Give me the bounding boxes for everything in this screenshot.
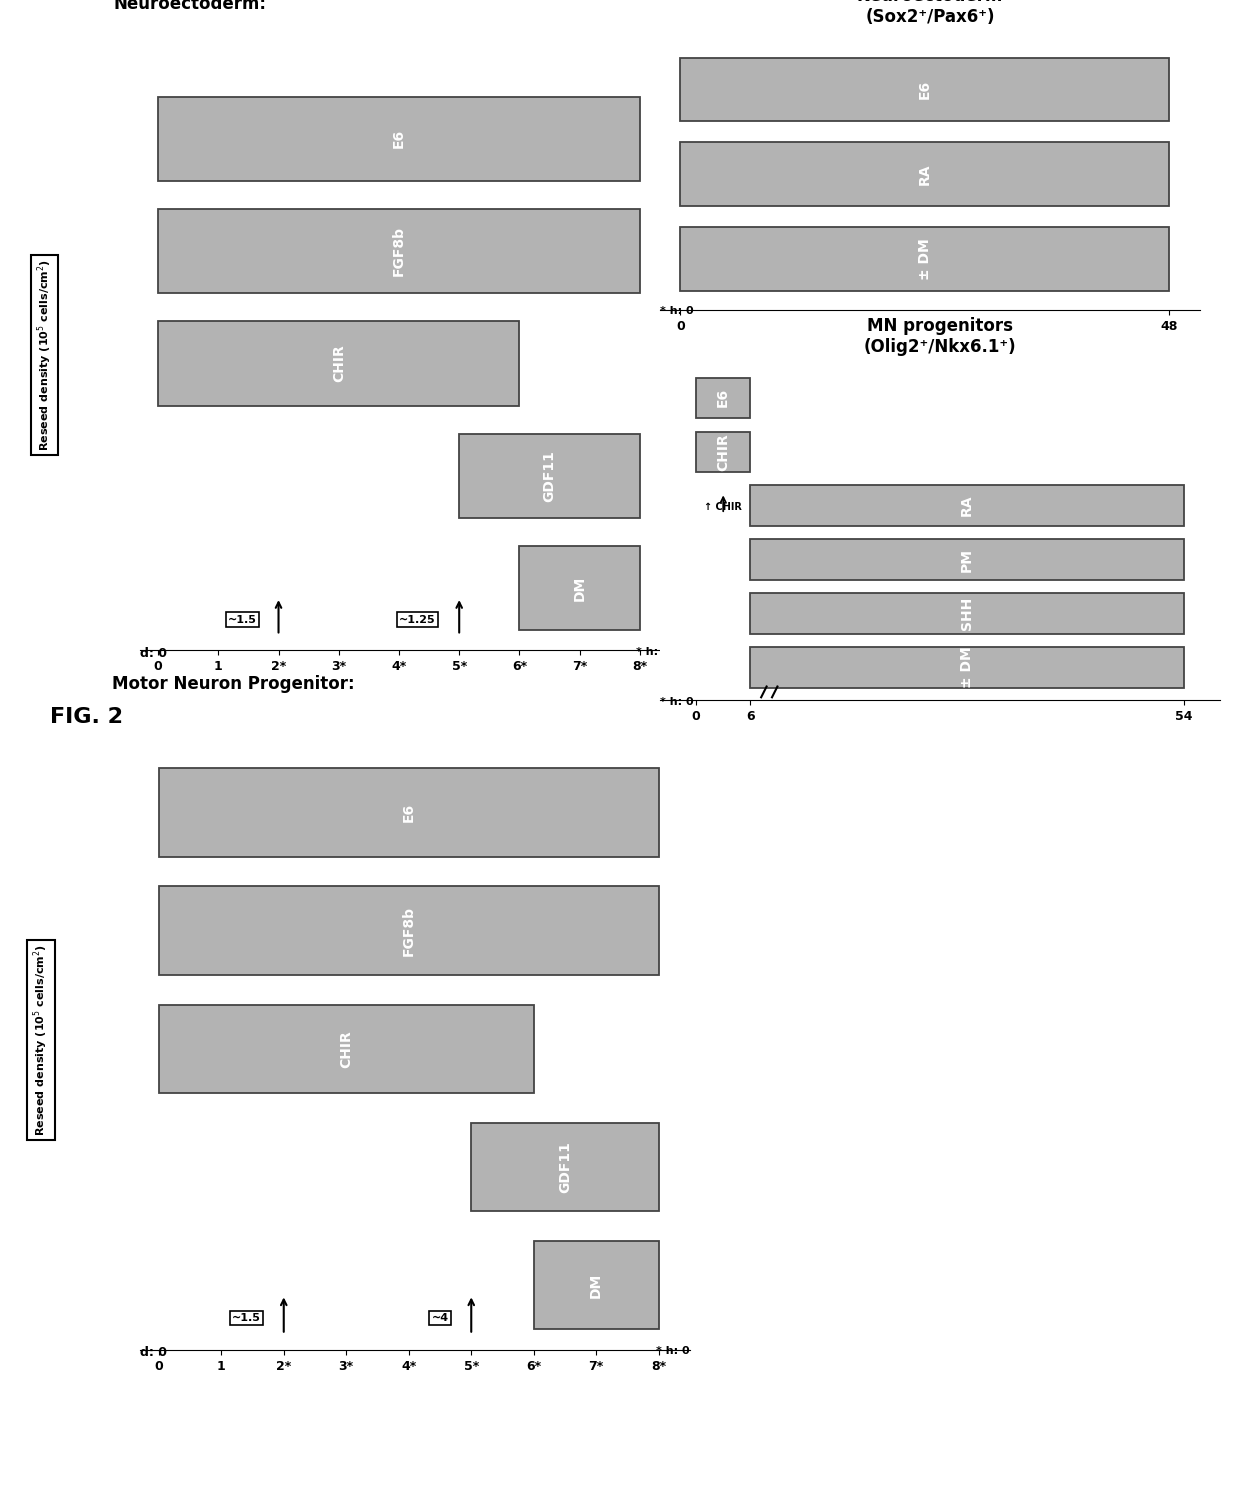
Text: ~1.5: ~1.5 [228, 614, 257, 624]
Bar [750, 539, 1184, 580]
Text: RA: RA [960, 495, 975, 517]
Text: PM: PM [960, 548, 975, 572]
Text: Reseed density (10$^5$ cells/cm$^2$): Reseed density (10$^5$ cells/cm$^2$) [32, 944, 51, 1135]
Bar [157, 321, 520, 405]
Text: FIG. 2: FIG. 2 [50, 707, 123, 728]
Text: E6: E6 [918, 79, 932, 99]
Bar [696, 432, 750, 472]
Bar [157, 209, 640, 293]
Bar [696, 378, 750, 418]
Bar [157, 97, 640, 181]
Text: E6: E6 [402, 804, 415, 822]
Text: Motor Neuron Progenitor:: Motor Neuron Progenitor: [113, 675, 355, 693]
Text: ↑ CHIR: ↑ CHIR [704, 502, 743, 511]
Bar [520, 545, 640, 630]
Bar [159, 1004, 533, 1094]
Text: CHIR: CHIR [332, 345, 346, 382]
Text: Neuroectoderm:: Neuroectoderm: [114, 0, 267, 13]
Text: GDF11: GDF11 [543, 450, 557, 502]
Text: RA: RA [918, 163, 932, 185]
Bar [750, 593, 1184, 633]
Text: FGF8b: FGF8b [402, 905, 415, 956]
Bar [459, 433, 640, 518]
Text: E6: E6 [392, 128, 405, 148]
Title: Neuroectoderm
(Sox2⁺/Pax6⁺): Neuroectoderm (Sox2⁺/Pax6⁺) [857, 0, 1003, 25]
Title: MN progenitors
(Olig2⁺/Nkx6.1⁺): MN progenitors (Olig2⁺/Nkx6.1⁺) [864, 317, 1017, 356]
Text: * h: 0: * h: 0 [656, 1346, 689, 1357]
Text: ± DM: ± DM [918, 238, 932, 279]
Text: DM: DM [589, 1273, 603, 1298]
Text: * h: 0: * h: 0 [636, 647, 670, 657]
Bar [533, 1240, 658, 1330]
Text: ~1.25: ~1.25 [399, 614, 435, 624]
Bar [159, 886, 658, 976]
Text: ± DM: ± DM [960, 647, 975, 689]
Text: ~1.5: ~1.5 [232, 1313, 260, 1324]
Text: SHH: SHH [960, 598, 975, 630]
Text: * h: 0: * h: 0 [660, 306, 693, 315]
Text: E6: E6 [717, 388, 730, 408]
Bar [681, 58, 1169, 121]
Text: d: 0: d: 0 [140, 1346, 167, 1360]
Text: DM: DM [573, 575, 587, 601]
Bar [681, 227, 1169, 291]
Bar [471, 1122, 658, 1212]
Bar [159, 768, 658, 858]
Text: d: 0: d: 0 [140, 647, 167, 660]
Text: * h: 0: * h: 0 [660, 698, 693, 707]
Bar [750, 647, 1184, 687]
Bar [681, 142, 1169, 206]
Text: FGF8b: FGF8b [392, 226, 405, 276]
Text: Reseed density (10$^5$ cells/cm$^2$): Reseed density (10$^5$ cells/cm$^2$) [35, 258, 53, 451]
Text: ~4: ~4 [432, 1313, 449, 1324]
Bar [750, 486, 1184, 526]
Text: CHIR: CHIR [340, 1029, 353, 1068]
Text: CHIR: CHIR [717, 433, 730, 471]
Text: GDF11: GDF11 [558, 1141, 572, 1192]
